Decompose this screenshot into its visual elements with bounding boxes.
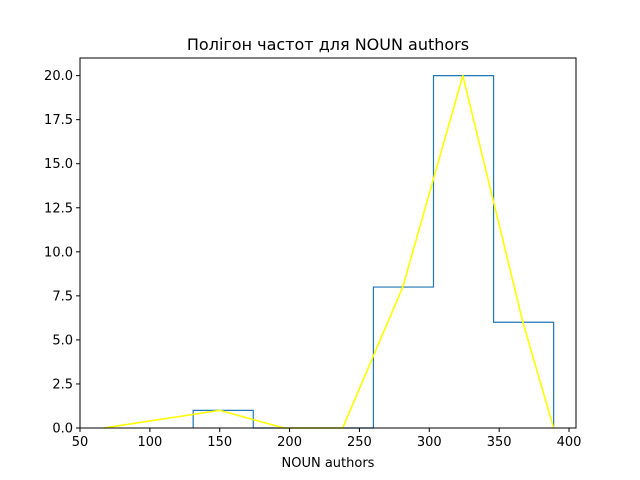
x-tick-label: 50 (72, 435, 89, 450)
y-tick-label: 7.5 (52, 289, 73, 304)
y-tick-label: 10.0 (44, 245, 73, 260)
x-axis-label: NOUN authors (282, 456, 375, 471)
x-tick-label: 100 (137, 435, 162, 450)
frequency-polygon-line (103, 74, 555, 429)
y-tick-label: 5.0 (52, 333, 73, 348)
y-tick-label: 20.0 (44, 69, 73, 84)
x-tick-label: 150 (207, 435, 232, 450)
y-tick-label: 0.0 (52, 422, 73, 437)
chart-title: Полігон частот для NOUN authors (187, 35, 469, 54)
x-tick-label: 350 (487, 435, 512, 450)
y-tick-label: 2.5 (52, 377, 73, 392)
x-tick-label: 250 (347, 435, 372, 450)
y-tick-label: 15.0 (44, 157, 73, 172)
y-tick-label: 17.5 (44, 113, 73, 128)
axes-frame (79, 57, 577, 429)
plot-area (103, 74, 555, 429)
y-axis: 0.0 2.5 5.0 7.5 10.0 12.5 15.0 17.5 20.0 (44, 69, 80, 437)
x-tick-label: 300 (417, 435, 442, 450)
histogram-step-outline (192, 75, 555, 429)
x-axis: 50 100 150 200 250 300 350 400 (72, 428, 582, 450)
y-tick-label: 12.5 (44, 201, 73, 216)
x-tick-label: 400 (557, 435, 582, 450)
x-tick-label: 200 (277, 435, 302, 450)
